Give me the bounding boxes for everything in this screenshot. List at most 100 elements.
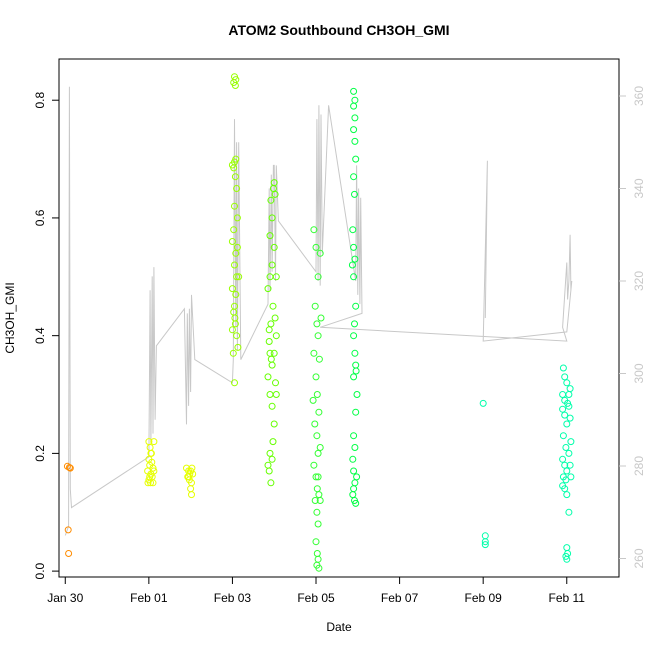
data-point (350, 273, 358, 281)
data-point (351, 349, 359, 357)
data-point (348, 261, 356, 269)
line-layer (64, 86, 573, 536)
data-point (272, 273, 280, 281)
x-tick-label: Jan 30 (47, 591, 83, 605)
data-point (269, 302, 277, 310)
data-point (265, 338, 273, 345)
y-tick-label: 0.0 (33, 562, 47, 579)
data-point (267, 355, 275, 363)
data-point (271, 190, 279, 198)
data-point (266, 449, 274, 457)
x-tick-label: Feb 05 (297, 591, 335, 605)
data-point (351, 114, 359, 122)
data-point (565, 449, 573, 457)
data-point (314, 273, 322, 281)
data-point (233, 243, 241, 251)
data-point (562, 444, 570, 451)
data-point (350, 126, 358, 134)
data-point (311, 302, 319, 310)
data-point (270, 179, 278, 187)
data-point (232, 155, 240, 163)
data-point (349, 226, 357, 234)
data-point (230, 164, 238, 172)
data-point (314, 555, 322, 563)
data-point (559, 432, 567, 440)
data-point (567, 438, 575, 446)
data-point (316, 444, 324, 451)
data-point (235, 273, 243, 281)
data-point (231, 173, 239, 181)
data-point (266, 391, 274, 398)
data-point (272, 391, 280, 398)
y-axis-label: CH3OH_GMI (3, 282, 17, 353)
data-point (264, 285, 272, 293)
data-point (312, 473, 320, 481)
data-point (559, 405, 567, 413)
data-point (272, 379, 279, 387)
data-point (316, 497, 324, 504)
data-point (353, 473, 361, 481)
data-point (270, 243, 278, 251)
data-point (150, 467, 158, 475)
data-point (265, 467, 273, 475)
data-point (231, 202, 238, 210)
y-tick-label: 0.8 (33, 92, 47, 109)
data-point (231, 261, 238, 269)
data-point (232, 291, 240, 298)
data-point (230, 226, 238, 234)
data-point (350, 432, 358, 440)
data-point (313, 432, 321, 440)
data-point (313, 485, 321, 493)
x-tick-label: Feb 03 (214, 591, 252, 605)
data-point (315, 355, 323, 363)
data-point (481, 538, 489, 546)
data-point (313, 550, 321, 557)
data-point (563, 420, 571, 428)
y-axis-left: 0.0 0.2 0.4 0.6 0.8 (33, 92, 59, 579)
data-point (351, 320, 358, 328)
data-point (268, 214, 276, 222)
data-point (231, 82, 239, 89)
data-point (268, 402, 276, 410)
data-point (350, 373, 358, 381)
data-point (311, 420, 319, 428)
data-point (351, 190, 358, 198)
data-point (228, 238, 236, 245)
data-point (64, 526, 72, 534)
data-point (352, 367, 360, 375)
y2-tick-label: 300 (632, 363, 646, 383)
data-point (146, 444, 154, 451)
data-point (233, 332, 241, 340)
data-point (234, 343, 242, 351)
data-point (271, 314, 279, 322)
data-point (187, 485, 195, 493)
x-axis-label: Date (326, 620, 352, 634)
y-tick-label: 0.4 (33, 327, 47, 344)
data-point (563, 544, 571, 552)
data-point (188, 491, 195, 499)
data-point (231, 302, 238, 310)
data-point (312, 373, 320, 381)
y2-tick-label: 360 (632, 86, 646, 106)
data-point (479, 399, 487, 407)
data-point (311, 497, 319, 504)
data-point (353, 391, 361, 398)
data-point (229, 349, 237, 357)
data-point (352, 499, 360, 507)
data-point (310, 461, 318, 469)
data-point (315, 564, 323, 572)
data-point (189, 470, 197, 478)
data-point (268, 455, 276, 463)
data-point (565, 402, 573, 410)
plot-frame (58, 58, 620, 578)
x-tick-label: Feb 01 (130, 591, 168, 605)
data-point (350, 87, 358, 95)
data-point (566, 385, 574, 393)
data-point (317, 314, 325, 322)
data-point (481, 532, 489, 540)
data-point (562, 552, 570, 560)
data-point (351, 444, 359, 451)
data-point (561, 485, 569, 493)
data-point (315, 491, 323, 499)
y2-tick-label: 320 (632, 271, 646, 291)
